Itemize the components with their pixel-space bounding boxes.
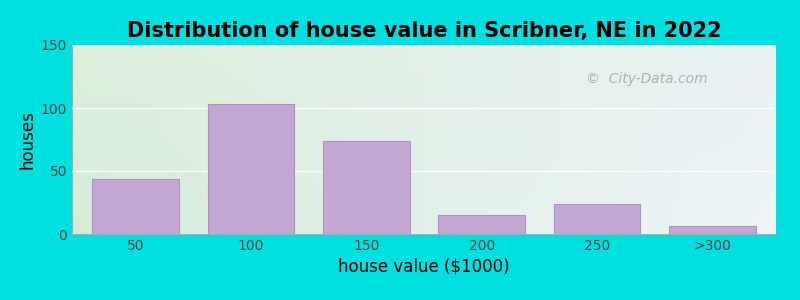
Bar <box>323 141 410 234</box>
Bar <box>554 204 640 234</box>
Bar <box>670 226 756 234</box>
Bar <box>92 178 178 234</box>
Text: ©  City-Data.com: © City-Data.com <box>586 72 707 86</box>
X-axis label: house value ($1000): house value ($1000) <box>338 257 510 275</box>
Bar <box>438 215 525 234</box>
Title: Distribution of house value in Scribner, NE in 2022: Distribution of house value in Scribner,… <box>126 21 722 41</box>
Bar <box>208 104 294 234</box>
Y-axis label: houses: houses <box>18 110 37 169</box>
